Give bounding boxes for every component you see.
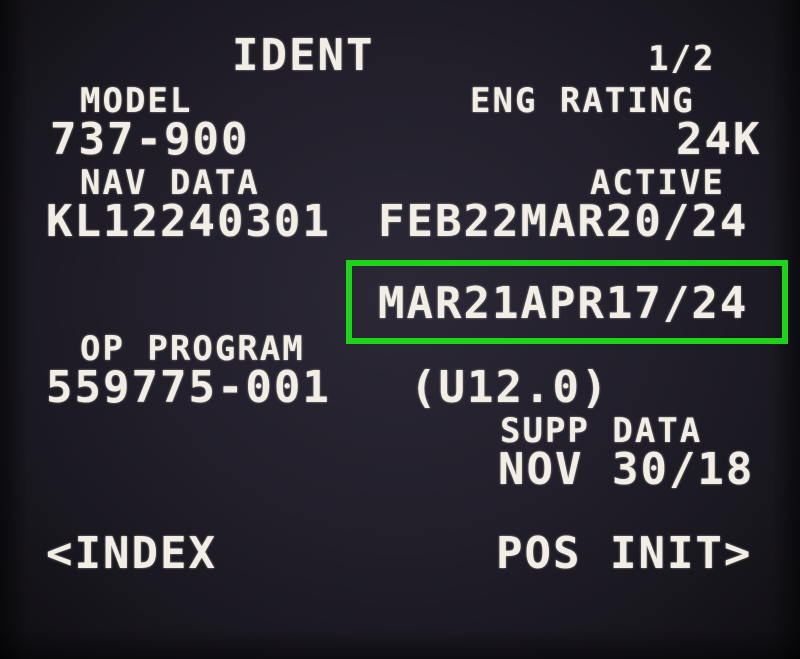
- nav-data-label: NAV DATA: [80, 163, 260, 203]
- active-next-cycle: MAR21APR17/24: [378, 278, 749, 329]
- page-number: 1/2: [648, 39, 716, 79]
- model-label: MODEL: [80, 81, 193, 121]
- eng-rating-value: 24K: [676, 114, 762, 165]
- active-label: ACTIVE: [590, 163, 725, 203]
- op-program-version: (U12.0): [410, 362, 610, 413]
- pos-init-prompt[interactable]: POS INIT>: [496, 528, 753, 579]
- eng-rating-label: ENG RATING: [470, 81, 695, 121]
- op-program-part-number: 559775-001: [46, 362, 331, 413]
- active-current-cycle: FEB22MAR20/24: [378, 196, 749, 247]
- nav-data-value: KL12240301: [46, 196, 331, 247]
- supp-data-value: NOV 30/18: [498, 444, 755, 495]
- op-program-label: OP PROGRAM: [80, 329, 305, 369]
- model-value: 737-900: [50, 114, 250, 165]
- supp-data-label: SUPP DATA: [500, 411, 703, 451]
- page-title: IDENT: [232, 30, 375, 81]
- index-prompt[interactable]: <INDEX: [46, 528, 217, 579]
